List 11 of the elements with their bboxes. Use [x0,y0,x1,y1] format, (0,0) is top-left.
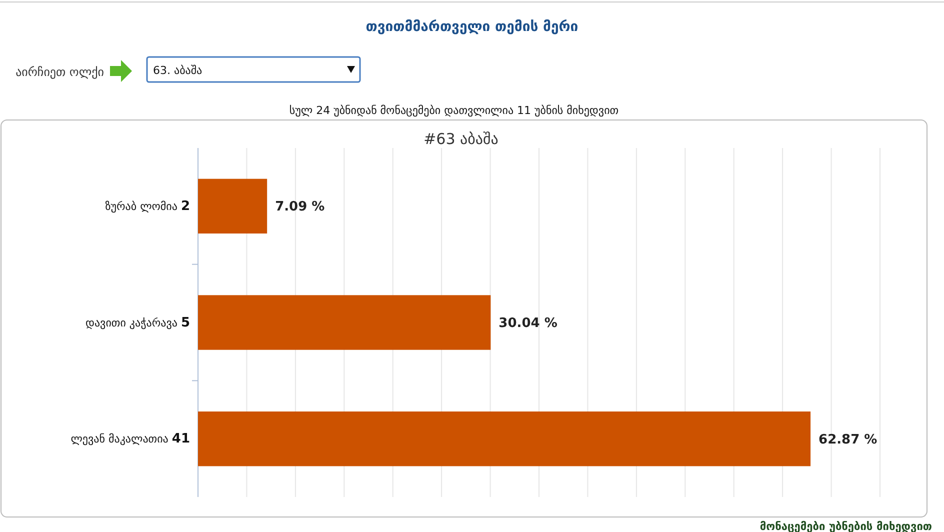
annotation: #63 აბაშა [424,130,498,148]
y-tick-label: დავითი კაჭარავა 5 [85,315,190,330]
y-tick-label: ლევან მაკალათია 41 [70,432,190,447]
data-label: 62.87 % [818,432,878,448]
data-label: 7.09 % [275,200,325,215]
text: 63. აბაშა [153,64,203,77]
text: აირჩიეთ ოლქი [16,65,104,79]
chart-subtitle: სულ 24 უბნიდან მონაცემები დათვლილია 11 უბნის მიხედვით [289,104,619,117]
y-tick-label: ზურაბ ლომია 2 [105,199,190,214]
chart-title: თვითმმართველი თემის მერი [366,19,578,35]
data-label: 30.04 % [498,316,558,332]
